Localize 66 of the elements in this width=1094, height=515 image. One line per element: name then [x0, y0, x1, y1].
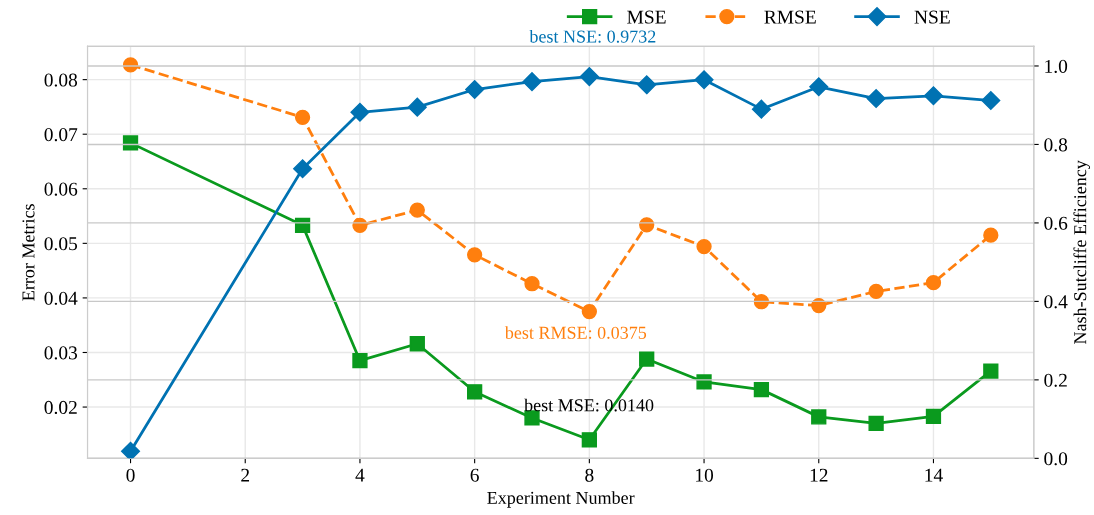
y-tick-label: 0.02 [44, 400, 77, 415]
point [352, 353, 368, 369]
point [639, 351, 655, 367]
legend-label: NSE [914, 10, 950, 24]
point [753, 381, 770, 398]
text: best NSE: 0.9732 [529, 29, 656, 43]
point [925, 408, 942, 424]
point [524, 276, 540, 292]
y2-tick-label: 1.0 [1045, 59, 1068, 73]
point [409, 336, 425, 352]
point [581, 432, 597, 448]
x-axis-title: Experiment Number [487, 491, 635, 508]
y-tick-label: 0.07 [44, 128, 78, 142]
y-tick-label: 0.03 [44, 346, 78, 360]
x-tick-label: 10 [696, 468, 714, 482]
x-tick-label: 6 [470, 468, 479, 482]
point [467, 247, 483, 263]
point [753, 294, 770, 310]
point [407, 97, 427, 117]
point [751, 99, 771, 119]
x-tick-label: 8 [585, 468, 594, 482]
point [694, 70, 714, 90]
annotation: best RMSE: 0.0375 [504, 326, 647, 339]
x-tick-label: 0 [126, 468, 135, 482]
x-tick-label: 14 [925, 468, 943, 482]
y-tick-label: 0.05 [44, 237, 78, 251]
point [868, 283, 884, 300]
point [350, 102, 370, 122]
y2-tick-label: 0.2 [1044, 373, 1067, 387]
point [409, 202, 425, 218]
point [293, 159, 313, 179]
legend-label: MSE [627, 10, 666, 24]
point [981, 90, 1001, 111]
point [467, 384, 483, 400]
y2-axis-title: Nash-Sutcliffe Efficiency [1073, 160, 1091, 345]
point [811, 297, 827, 314]
point [294, 109, 311, 125]
y-tick-label: 0.06 [44, 182, 78, 196]
point [121, 441, 141, 459]
point [522, 72, 542, 92]
y2-tick-label: 0.8 [1044, 138, 1068, 152]
y-tick-label: 0.04 [44, 291, 78, 305]
point [579, 67, 599, 87]
point [696, 238, 712, 255]
point [811, 409, 827, 425]
y-axis-title: Error Metrics [22, 204, 35, 301]
x-tick-label: 2 [241, 468, 250, 482]
x-tick-label: 4 [355, 468, 365, 482]
point [465, 79, 485, 100]
point [696, 374, 712, 390]
y2-tick-label: 0.6 [1044, 216, 1068, 230]
legend-label: RMSE [764, 10, 816, 24]
y2-tick-label: 0.4 [1044, 295, 1068, 309]
point [923, 86, 943, 106]
point [866, 89, 886, 109]
point [122, 135, 139, 151]
point [925, 274, 942, 291]
point [868, 415, 884, 432]
point [983, 363, 999, 379]
x-tick-label: 12 [810, 468, 828, 482]
point [581, 303, 597, 320]
point [983, 227, 999, 243]
point [809, 77, 829, 97]
y2-tick-label: 0.0 [1044, 452, 1068, 466]
point [637, 75, 657, 95]
y-tick-label: 0.08 [44, 73, 78, 87]
